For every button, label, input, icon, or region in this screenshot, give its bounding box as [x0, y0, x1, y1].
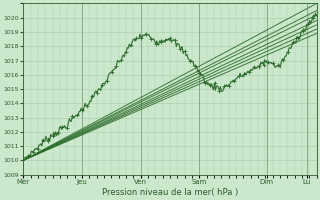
X-axis label: Pression niveau de la mer( hPa ): Pression niveau de la mer( hPa ) — [102, 188, 238, 197]
